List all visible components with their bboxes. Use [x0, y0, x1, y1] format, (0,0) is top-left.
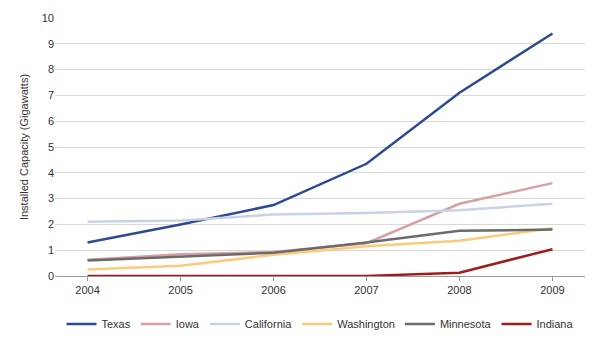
- svg-text:2009: 2009: [540, 284, 564, 296]
- svg-text:2: 2: [48, 218, 54, 230]
- svg-text:5: 5: [48, 141, 54, 153]
- svg-text:Installed Capacity (Gigawatts): Installed Capacity (Gigawatts): [18, 74, 30, 220]
- svg-text:9: 9: [48, 38, 54, 50]
- svg-text:2007: 2007: [354, 284, 378, 296]
- svg-text:4: 4: [48, 167, 54, 179]
- svg-text:Iowa: Iowa: [176, 318, 200, 330]
- svg-text:2005: 2005: [168, 284, 192, 296]
- svg-text:7: 7: [48, 89, 54, 101]
- svg-text:2004: 2004: [75, 284, 99, 296]
- svg-text:6: 6: [48, 115, 54, 127]
- svg-text:Washington: Washington: [337, 318, 395, 330]
- svg-text:3: 3: [48, 192, 54, 204]
- svg-text:1: 1: [48, 244, 54, 256]
- svg-text:Indiana: Indiana: [537, 318, 574, 330]
- svg-text:2008: 2008: [447, 284, 471, 296]
- svg-text:Minnesota: Minnesota: [440, 318, 492, 330]
- svg-text:0: 0: [48, 270, 54, 282]
- svg-text:10: 10: [42, 12, 54, 24]
- svg-text:8: 8: [48, 63, 54, 75]
- svg-text:2006: 2006: [261, 284, 285, 296]
- svg-text:Texas: Texas: [102, 318, 131, 330]
- svg-text:California: California: [245, 318, 292, 330]
